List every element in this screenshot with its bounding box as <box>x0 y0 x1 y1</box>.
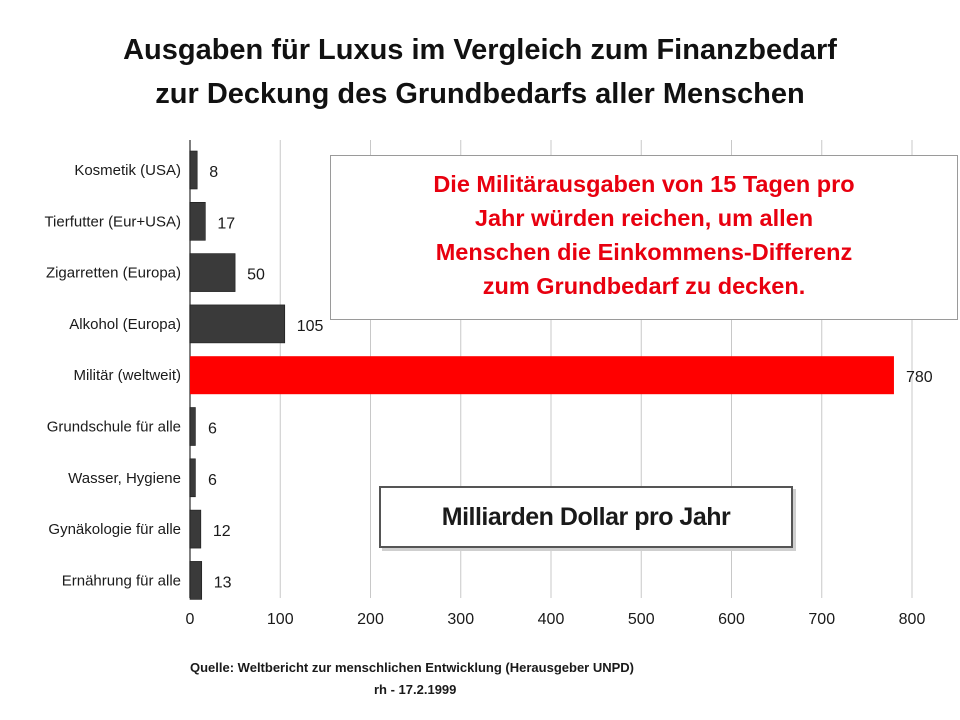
value-label-8: 13 <box>214 574 232 591</box>
chart-title-line-2: zur Deckung des Grundbedarfs aller Mensc… <box>155 78 805 110</box>
bar-layer <box>189 150 894 600</box>
category-label-0: Kosmetik (USA) <box>74 162 181 179</box>
category-label-8: Ernährung für alle <box>62 572 181 589</box>
unit-label-box: Milliarden Dollar pro Jahr <box>379 486 793 548</box>
category-label-2: Zigarretten (Europa) <box>46 265 181 282</box>
value-label-7: 12 <box>213 523 231 540</box>
value-label-2: 50 <box>247 267 265 284</box>
category-label-5: Grundschule für alle <box>47 419 181 436</box>
bar-7 <box>189 509 202 549</box>
bar-chart: Kosmetik (USA) 8 Tierfutter (Eur+USA) 17 Zig… <box>44 140 933 628</box>
military-callout: Die Militärausgaben von 15 Tagen pro Jah… <box>330 155 958 320</box>
value-label-6: 6 <box>208 472 217 489</box>
tick-layer: 0 100 200 300 400 500 600 700 800 <box>186 611 926 628</box>
callout-line-3: Menschen die Einkommens-Differenz <box>435 239 853 265</box>
x-tick-label-400: 400 <box>538 611 565 628</box>
chart-title: Ausgaben für Luxus im Vergleich zum Fina… <box>0 28 960 116</box>
value-label-4: 780 <box>906 369 933 386</box>
unit-label: Milliarden Dollar pro Jahr <box>441 502 731 531</box>
label-layer: Kosmetik (USA) 8 Tierfutter (Eur+USA) 17 Zig… <box>44 162 932 591</box>
category-label-1: Tierfutter (Eur+USA) <box>44 213 181 230</box>
bar-4 <box>190 356 894 395</box>
bar-5 <box>189 407 196 446</box>
category-label-7: Gynäkologie für alle <box>48 521 181 538</box>
source-note: Quelle: Weltbericht zur menschlichen Ent… <box>190 660 635 675</box>
category-label-4: Militär (weltweit) <box>73 367 181 384</box>
author-date-stamp: rh - 17.2.1999 <box>374 682 457 697</box>
callout-line-4: zum Grundbedarf zu decken. <box>482 273 806 299</box>
value-label-1: 17 <box>217 215 235 232</box>
x-tick-label-200: 200 <box>357 611 384 628</box>
value-label-3: 105 <box>297 318 324 335</box>
value-label-5: 6 <box>208 421 217 438</box>
x-tick-label-0: 0 <box>186 611 195 628</box>
bar-0 <box>189 150 198 190</box>
callout-line-1: Die Militärausgaben von 15 Tagen pro <box>433 171 855 197</box>
callout-line-2: Jahr würden reichen, um allen <box>474 205 814 231</box>
category-label-3: Alkohol (Europa) <box>69 316 181 333</box>
x-tick-label-600: 600 <box>718 611 745 628</box>
category-label-6: Wasser, Hygiene <box>68 470 181 487</box>
x-tick-label-300: 300 <box>447 611 474 628</box>
bar-2 <box>189 253 236 292</box>
bar-6 <box>189 458 196 498</box>
x-tick-label-700: 700 <box>808 611 835 628</box>
value-label-0: 8 <box>209 164 218 181</box>
bar-1 <box>189 202 206 241</box>
x-tick-label-800: 800 <box>899 611 926 628</box>
x-tick-label-500: 500 <box>628 611 655 628</box>
bar-3 <box>189 304 286 344</box>
bar-8 <box>189 561 203 600</box>
chart-title-line-1: Ausgaben für Luxus im Vergleich zum Fina… <box>123 34 837 66</box>
x-tick-label-100: 100 <box>267 611 294 628</box>
